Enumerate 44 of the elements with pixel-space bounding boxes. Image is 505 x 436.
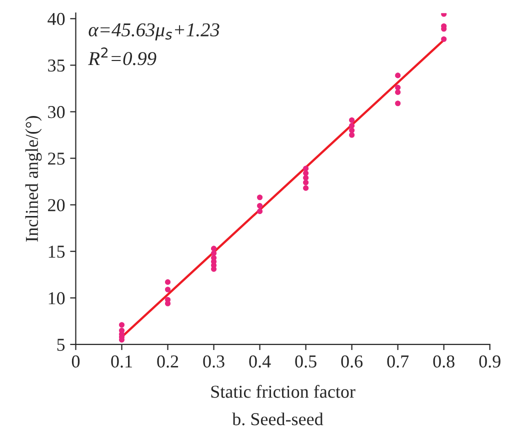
point bbox=[118, 322, 125, 328]
point bbox=[441, 36, 447, 42]
y-tick-label: 20 bbox=[48, 199, 65, 212]
point bbox=[257, 194, 263, 200]
point bbox=[164, 279, 171, 285]
y-tick-label: 30 bbox=[48, 106, 65, 118]
text: b. Seed-seed bbox=[232, 412, 324, 426]
point bbox=[257, 202, 263, 209]
annotation: R$^{2}$=0.99 bbox=[88, 47, 156, 66]
x-tick-label: 0.5 bbox=[295, 355, 316, 368]
point bbox=[303, 175, 309, 181]
point bbox=[395, 100, 401, 106]
point bbox=[303, 170, 309, 176]
y-tick-label: 15 bbox=[48, 246, 65, 258]
point bbox=[164, 286, 171, 292]
x-tick-label: 0.7 bbox=[387, 355, 409, 368]
point bbox=[349, 122, 355, 128]
point bbox=[303, 180, 309, 186]
x-tick-label: 0.1 bbox=[111, 355, 132, 368]
point bbox=[349, 128, 355, 134]
y-axis-title: Inclined angle/(°) bbox=[25, 116, 42, 242]
x-tick-label: 0.6 bbox=[341, 355, 363, 368]
x-tick-label: 0.8 bbox=[433, 355, 454, 368]
point bbox=[303, 185, 309, 191]
y-tick-label: 10 bbox=[48, 292, 65, 304]
annotation: α=45.63μ$_{s}$+1.23 bbox=[88, 23, 220, 40]
y-tick-label: 5 bbox=[57, 338, 65, 351]
y-tick-label: 35 bbox=[48, 60, 65, 72]
point bbox=[395, 84, 401, 90]
point bbox=[349, 117, 355, 123]
x-axis-title: Static friction factor bbox=[211, 384, 356, 398]
x-tick-label: 0.3 bbox=[203, 355, 224, 368]
point bbox=[395, 89, 401, 95]
point bbox=[303, 166, 309, 172]
point bbox=[211, 246, 217, 252]
x-tick-label: 0 bbox=[72, 355, 80, 368]
point bbox=[257, 208, 263, 214]
y-tick-label: 25 bbox=[48, 152, 65, 165]
x-tick-label: 0.9 bbox=[479, 355, 500, 368]
x-tick-label: 0.2 bbox=[157, 355, 178, 368]
point bbox=[395, 72, 401, 78]
point bbox=[349, 132, 355, 138]
x-tick-label: 0.4 bbox=[249, 355, 271, 368]
y-tick-label: 40 bbox=[48, 12, 65, 26]
